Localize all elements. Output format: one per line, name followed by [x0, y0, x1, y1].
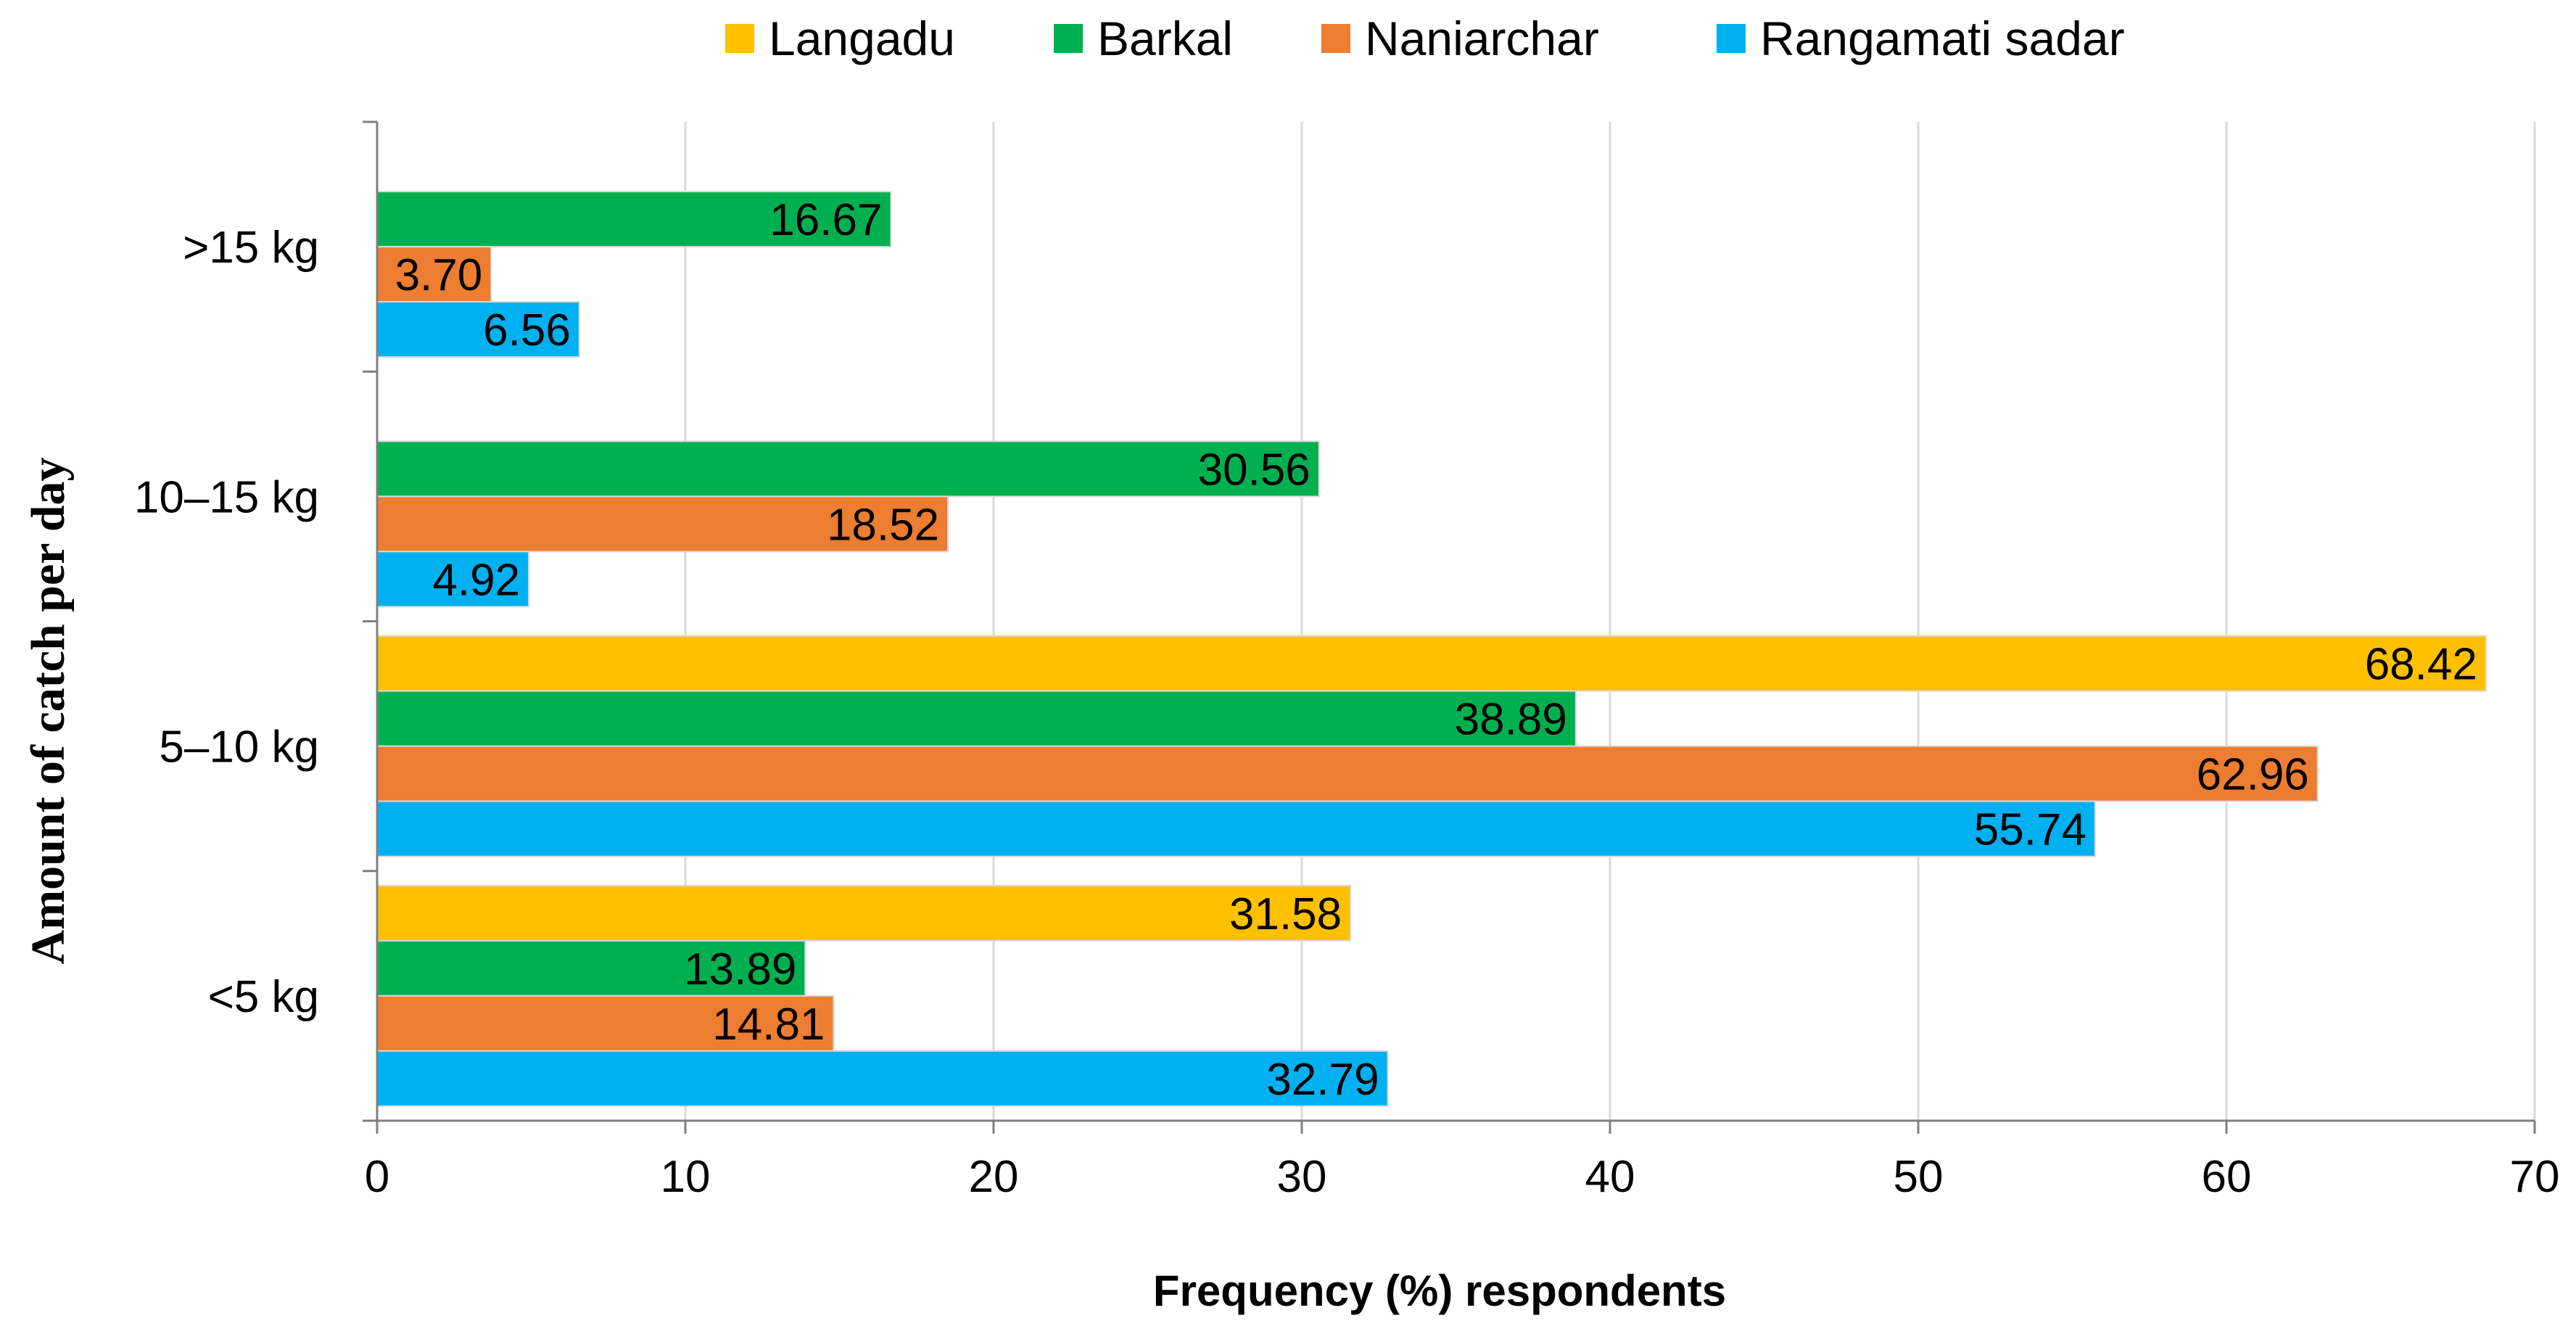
- legend-label: Rangamati sadar: [1760, 12, 2125, 65]
- data-label: 68.42: [2365, 640, 2477, 690]
- bar: [376, 246, 492, 303]
- bars: 16.67 3.706.56 30.56 18.52 4.92 68.42 38.89 62.…: [376, 191, 2487, 1107]
- legend-swatch: [1717, 24, 1746, 53]
- y-axis-title: Amount of catch per day: [22, 457, 75, 964]
- data-label: 31.58: [1229, 889, 1342, 939]
- legend-label: Langadu: [769, 12, 955, 65]
- y-tick-label: 5–10 kg: [159, 722, 319, 773]
- legend: Langadu Barkal Naniarchar Rangamati sadar: [725, 12, 2125, 65]
- bar: [376, 635, 2487, 692]
- legend-swatch: [725, 24, 754, 53]
- data-label: 18.52: [827, 500, 939, 550]
- legend-swatch: [1321, 24, 1350, 53]
- data-label: 55.74: [1974, 805, 2086, 855]
- legend-swatch: [1054, 24, 1083, 53]
- data-label: 32.79: [1266, 1055, 1379, 1105]
- data-label: 13.89: [684, 944, 796, 994]
- data-label: 62.96: [2197, 750, 2309, 800]
- data-label: 4.92: [432, 555, 520, 605]
- bar: [376, 1050, 1389, 1107]
- x-tick-label: 70: [2510, 1152, 2560, 1202]
- x-tick-label: 0: [365, 1152, 389, 1202]
- x-tick-label: 50: [1894, 1152, 1944, 1202]
- data-label: 3.70: [395, 250, 483, 300]
- bar: [376, 551, 530, 608]
- bar: [376, 939, 806, 997]
- bar: [376, 301, 580, 358]
- bar: [376, 745, 2319, 802]
- gridlines: [684, 122, 2536, 1121]
- bar: [376, 440, 1320, 498]
- legend-label: Naniarchar: [1365, 12, 1599, 65]
- axes: 0 10 20 30 40 50 60 70 >15 kg 10–15 kg 5–10 kg <5 k…: [134, 120, 2560, 1202]
- x-tick-label: 40: [1585, 1152, 1635, 1202]
- bar: [376, 800, 2096, 857]
- x-tick-label: 60: [2202, 1152, 2252, 1202]
- data-label: 30.56: [1198, 445, 1310, 495]
- bar: [376, 690, 1577, 747]
- y-tick-label: 10–15 kg: [134, 472, 319, 522]
- data-label: 14.81: [712, 1000, 825, 1050]
- y-tick-label: <5 kg: [208, 972, 319, 1022]
- legend-label: Barkal: [1097, 12, 1233, 65]
- x-tick-label: 30: [1277, 1152, 1327, 1202]
- x-tick-label: 10: [661, 1152, 711, 1202]
- x-tick-label: 20: [969, 1152, 1019, 1202]
- y-tick-label: >15 kg: [183, 223, 319, 273]
- x-axis-title: Frequency (%) respondents: [1153, 1267, 1726, 1315]
- bar: [376, 884, 1352, 942]
- bar: [376, 994, 835, 1052]
- data-label: 38.89: [1455, 695, 1567, 745]
- data-label: 6.56: [483, 305, 571, 355]
- data-label: 16.67: [769, 195, 882, 245]
